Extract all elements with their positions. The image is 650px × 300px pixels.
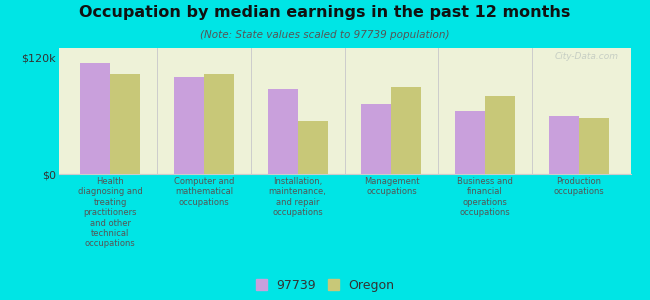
Bar (549, 116, 579, 174)
Bar (174, 77, 204, 174)
Bar (268, 89, 298, 174)
Text: Occupation by median earnings in the past 12 months: Occupation by median earnings in the pas… (79, 4, 571, 20)
Bar (391, 87, 421, 174)
Bar (361, 104, 391, 174)
Text: Business and
financial
operations
occupations: Business and financial operations occupa… (457, 177, 513, 217)
Text: City-Data.com: City-Data.com (555, 52, 619, 61)
Bar (80, 62, 110, 174)
Text: Installation,
maintenance,
and repair
occupations: Installation, maintenance, and repair oc… (268, 177, 326, 217)
Legend: 97739, Oregon: 97739, Oregon (256, 279, 394, 292)
Text: Computer and
mathematical
occupations: Computer and mathematical occupations (174, 177, 234, 207)
Bar (455, 111, 485, 174)
Bar (485, 97, 515, 174)
Text: Management
occupations: Management occupations (363, 177, 419, 197)
Text: (Note: State values scaled to 97739 population): (Note: State values scaled to 97739 popu… (200, 30, 450, 40)
Text: Production
occupations: Production occupations (554, 177, 604, 197)
Text: Health
diagnosing and
treating
practitioners
and other
technical
occupations: Health diagnosing and treating practitio… (78, 177, 142, 248)
Bar (204, 74, 234, 174)
Bar (579, 118, 609, 174)
Bar (110, 74, 140, 174)
Bar (298, 121, 328, 174)
